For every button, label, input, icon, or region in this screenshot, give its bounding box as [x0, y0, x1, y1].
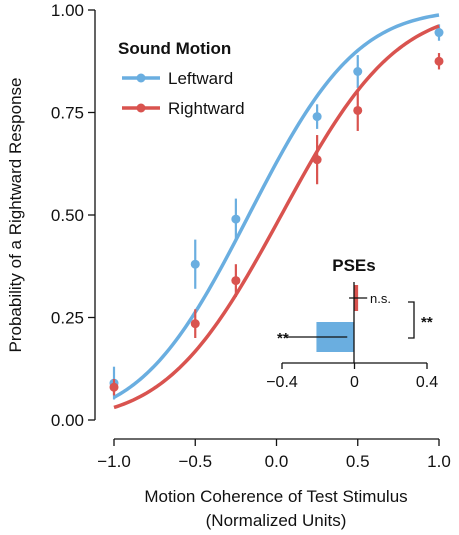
pse-inset: PSEs −0.4 0 0.4 n.s. ** **: [266, 256, 438, 391]
series-rightward: [109, 24, 444, 410]
legend-marker-rightward: [136, 103, 146, 113]
inset-title: PSEs: [332, 256, 375, 275]
inset-tick-label: −0.4: [266, 374, 298, 391]
series-layer: [109, 13, 444, 410]
data-point: [434, 56, 444, 66]
x-axis-title-line2: (Normalized Units): [206, 511, 347, 530]
data-point: [190, 319, 200, 329]
inset-tick-label: 0.4: [416, 374, 438, 391]
legend-title: Sound Motion: [118, 39, 231, 58]
data-point: [312, 112, 322, 122]
x-tick-label: 0.0: [265, 452, 289, 471]
data-point: [109, 382, 119, 392]
inset-comparison-annotation: **: [421, 314, 433, 331]
legend-label-leftward: Leftward: [168, 69, 233, 88]
inset-tick-label: 0: [350, 374, 359, 391]
legend-label-rightward: Rightward: [168, 99, 245, 118]
x-tick-label: −1.0: [97, 452, 131, 471]
inset-ticks: −0.4 0 0.4: [266, 363, 438, 391]
y-tick-label: 0.50: [51, 206, 84, 225]
legend-marker-leftward: [136, 73, 146, 83]
data-point: [231, 276, 241, 286]
data-point: [312, 155, 322, 165]
inset-comparison-bracket: [408, 301, 415, 339]
x-axis-title-line1: Motion Coherence of Test Stimulus: [144, 487, 407, 506]
inset-annotation-rightward: n.s.: [370, 291, 391, 306]
fit-curve-leftward: [113, 13, 440, 399]
data-point: [434, 28, 444, 38]
inset-annotation-leftward: **: [277, 330, 289, 347]
data-point: [353, 67, 363, 76]
legend: Sound Motion Leftward Rightward: [118, 39, 245, 118]
x-tick-label: −0.5: [178, 452, 212, 471]
x-ticks: −1.0 −0.5 0.0 0.5 1.0: [97, 439, 451, 471]
y-tick-label: 0.25: [51, 309, 84, 328]
y-tick-label: 0.75: [51, 104, 84, 123]
fit-curve-rightward: [113, 24, 440, 410]
y-ticks: 0.00 0.25 0.50 0.75 1.00: [51, 1, 95, 430]
data-point: [353, 105, 363, 115]
x-tick-label: 1.0: [427, 452, 451, 471]
x-tick-label: 0.5: [346, 452, 370, 471]
y-tick-label: 0.00: [51, 411, 84, 430]
y-tick-label: 1.00: [51, 1, 84, 20]
y-axis-title: Probability of a Rightward Response: [6, 78, 25, 353]
data-point: [190, 259, 200, 269]
data-point: [231, 214, 241, 224]
inset-bars: [285, 285, 368, 352]
